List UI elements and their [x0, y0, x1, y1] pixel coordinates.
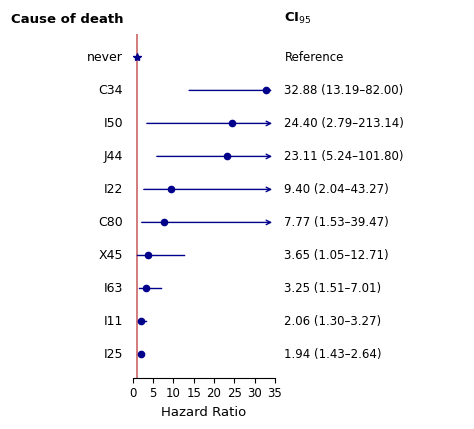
Text: CI$_{95}$: CI$_{95}$ — [284, 11, 312, 26]
Text: C80: C80 — [99, 216, 123, 229]
Text: I63: I63 — [104, 282, 123, 295]
Text: 32.88 (13.19–82.00): 32.88 (13.19–82.00) — [284, 84, 404, 97]
Text: I11: I11 — [104, 315, 123, 328]
Text: C34: C34 — [99, 84, 123, 97]
Text: never: never — [87, 51, 123, 64]
Text: Reference: Reference — [284, 51, 344, 64]
Text: 23.11 (5.24–101.80): 23.11 (5.24–101.80) — [284, 150, 404, 163]
Text: 2.06 (1.30–3.27): 2.06 (1.30–3.27) — [284, 315, 382, 328]
Text: 9.40 (2.04–43.27): 9.40 (2.04–43.27) — [284, 183, 389, 196]
Text: I25: I25 — [104, 348, 123, 361]
Text: 7.77 (1.53–39.47): 7.77 (1.53–39.47) — [284, 216, 389, 229]
Text: 1.94 (1.43–2.64): 1.94 (1.43–2.64) — [284, 348, 382, 361]
Text: I50: I50 — [104, 117, 123, 130]
Text: 3.25 (1.51–7.01): 3.25 (1.51–7.01) — [284, 282, 382, 295]
Text: Cause of death: Cause of death — [11, 13, 123, 26]
Text: X45: X45 — [99, 249, 123, 262]
X-axis label: Hazard Ratio: Hazard Ratio — [161, 406, 246, 419]
Text: J44: J44 — [104, 150, 123, 163]
Text: I22: I22 — [104, 183, 123, 196]
Text: 24.40 (2.79–213.14): 24.40 (2.79–213.14) — [284, 117, 404, 130]
Text: 3.65 (1.05–12.71): 3.65 (1.05–12.71) — [284, 249, 389, 262]
